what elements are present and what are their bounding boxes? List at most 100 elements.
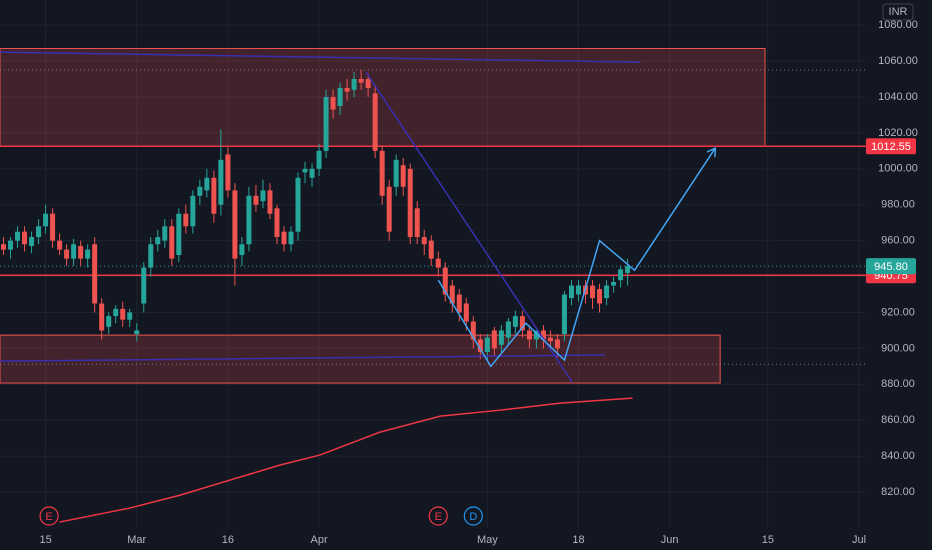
candle-body [99, 303, 105, 331]
drawn-line [0, 354, 606, 362]
candle-body [29, 237, 35, 247]
candle-body [540, 330, 546, 340]
x-tick-label: 16 [222, 534, 234, 546]
y-tick-label: 1000.00 [878, 163, 918, 175]
candle-body [176, 213, 182, 256]
candle-body [134, 330, 140, 335]
y-tick-label: 860.00 [881, 414, 915, 426]
candle-body [274, 208, 280, 238]
price-label-box [866, 258, 916, 275]
candle-body [590, 285, 596, 299]
candle-body [435, 258, 441, 268]
candle-body [386, 186, 392, 232]
x-tick-label: May [477, 534, 498, 546]
candle-body [267, 190, 273, 214]
candle-body [281, 231, 287, 245]
event-marker [39, 506, 59, 526]
candle-body [379, 150, 385, 196]
y-tick-label: 1060.00 [878, 55, 918, 67]
candle-body [484, 337, 490, 352]
candle-body [15, 231, 21, 241]
event-label: E [45, 511, 52, 523]
y-tick-label: 880.00 [881, 378, 915, 390]
currency: INR [889, 6, 908, 18]
candle-body [169, 226, 175, 259]
candle-body [365, 79, 371, 88]
candle-body [92, 244, 98, 304]
event-marker [428, 506, 448, 526]
x-tick-label: Apr [310, 534, 327, 546]
candle-body [597, 289, 603, 304]
candle-body [449, 285, 455, 304]
candle-body [561, 294, 567, 335]
candle-body [204, 177, 210, 191]
x-tick-label: 15 [762, 534, 774, 546]
candle-body [141, 267, 147, 304]
candle-body [477, 339, 483, 352]
candle-body [190, 195, 196, 227]
candle-body [36, 226, 42, 238]
x-tick-label: Mar [127, 534, 146, 546]
candle-body [330, 96, 336, 110]
candle-body [421, 237, 427, 245]
drawn-line [59, 397, 633, 523]
y-tick-label: 1080.00 [878, 19, 918, 31]
price-label: 1012.55 [871, 141, 911, 153]
candle-body [1, 244, 7, 250]
candle-body [8, 240, 14, 250]
candle-body [407, 168, 413, 238]
candle-body [625, 266, 631, 273]
price-label-box [866, 138, 916, 155]
candle-body [232, 190, 238, 259]
candle-body [148, 244, 154, 268]
candle-body [568, 285, 574, 299]
candle-body [372, 93, 378, 151]
candle-body [43, 213, 49, 227]
y-tick-label: 820.00 [881, 486, 915, 498]
candle-body [253, 195, 259, 205]
candle-body [576, 285, 582, 295]
candle-body [547, 337, 553, 342]
candle-body [393, 159, 399, 187]
candle-body [442, 267, 448, 295]
candle-body [106, 316, 112, 327]
candle-body [288, 231, 294, 245]
y-tick-label: 1040.00 [878, 91, 918, 103]
drawn-line [0, 51, 641, 63]
drawn-line [437, 148, 715, 368]
candle-body [162, 226, 168, 241]
candle-body [127, 312, 133, 320]
y-tick-label: 900.00 [881, 342, 915, 354]
candle-body [618, 269, 624, 281]
candle-body [428, 240, 434, 259]
candle-body [491, 330, 497, 349]
candle-body [183, 213, 189, 227]
candle-body [309, 168, 315, 178]
candle-body [78, 246, 84, 259]
candle-body [414, 208, 420, 238]
candle-body [239, 244, 245, 256]
candle-body [225, 154, 231, 191]
candle-body [295, 177, 301, 232]
candle-body [260, 190, 266, 202]
candle-body [344, 88, 350, 92]
candle-body [120, 308, 126, 320]
candle-body [456, 294, 462, 313]
candle-body [533, 330, 539, 340]
x-tick-label: 18 [572, 534, 584, 546]
currency-badge [882, 3, 914, 21]
zone [0, 334, 721, 384]
candle-body [470, 321, 476, 340]
candle-body [323, 96, 329, 151]
candle-body [218, 159, 224, 205]
candle-body [337, 88, 343, 106]
event-label: E [435, 511, 442, 523]
x-tick-label: Jul [852, 534, 866, 546]
candle-body [519, 316, 525, 331]
candle-body [155, 237, 161, 245]
candle-body [64, 249, 70, 259]
candle-body [113, 308, 119, 317]
candle-body [50, 213, 56, 241]
drawn-line [365, 71, 573, 383]
